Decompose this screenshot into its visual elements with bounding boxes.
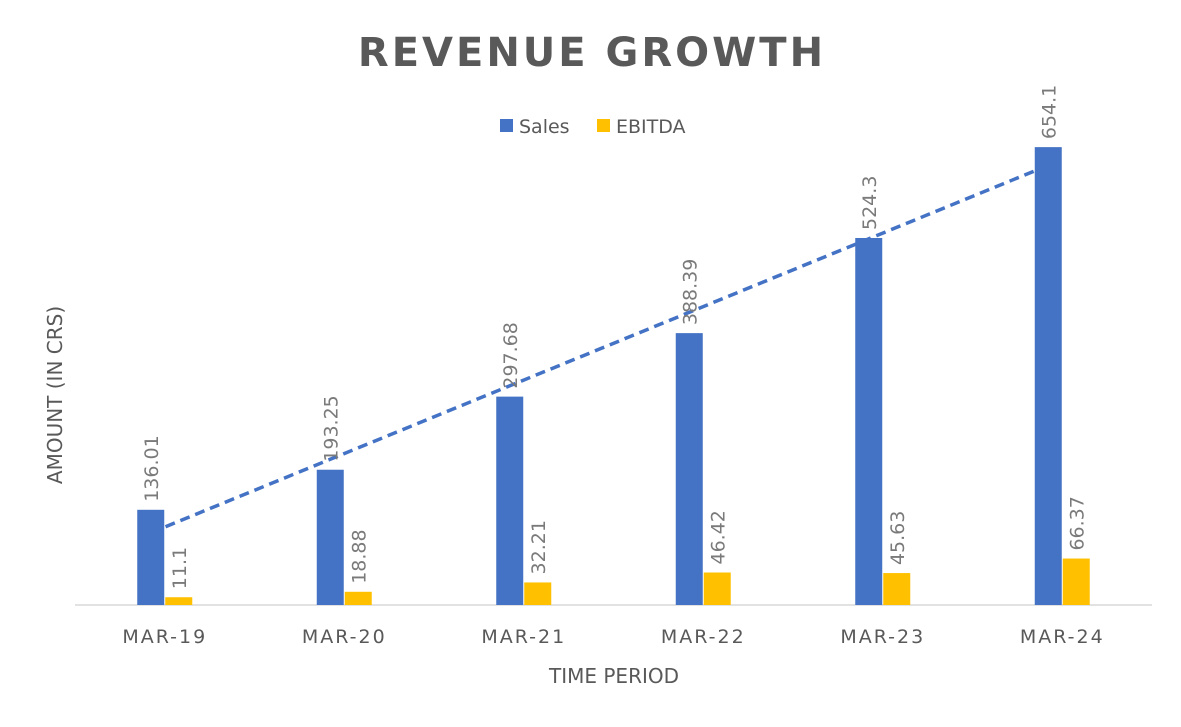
- ebitda-bar-mar-20: [344, 591, 372, 605]
- ebitda-bar-mar-24: [1062, 558, 1090, 605]
- ebitda-value-label-mar-19: 11.1: [169, 547, 191, 589]
- legend-sales-label: Sales: [519, 116, 570, 138]
- ebitda-bar-mar-19: [165, 597, 193, 605]
- sales-bar-mar-23: [855, 237, 883, 606]
- sales-bar-mar-24: [1034, 147, 1062, 605]
- sales-bar-mar-21: [496, 396, 524, 605]
- ebitda-value-label-mar-23: 45.63: [887, 511, 909, 565]
- legend-sales-swatch: [500, 119, 513, 132]
- ebitda-value-label-mar-20: 18.88: [348, 529, 370, 583]
- sales-value-label-mar-21: 297.68: [500, 322, 522, 388]
- legend-ebitda-swatch: [597, 119, 610, 132]
- x-tick-mar-21: MAR-21: [481, 626, 566, 648]
- sales-value-label-mar-22: 388.39: [679, 259, 701, 325]
- sales-bar-mar-20: [316, 469, 344, 605]
- x-tick-mar-19: MAR-19: [122, 626, 207, 648]
- ebitda-value-label-mar-22: 46.42: [707, 510, 729, 564]
- sales-bar-mar-22: [675, 333, 703, 605]
- ebitda-bar-mar-23: [883, 573, 911, 605]
- chart-title: REVENUE GROWTH: [358, 30, 826, 76]
- sales-value-label-mar-24: 654.1: [1038, 85, 1060, 139]
- x-tick-mar-20: MAR-20: [302, 626, 387, 648]
- x-tick-mar-22: MAR-22: [661, 626, 746, 648]
- sales-trendline: [150, 163, 1049, 535]
- ebitda-value-label-mar-24: 66.37: [1066, 496, 1088, 550]
- sales-value-label-mar-19: 136.01: [141, 435, 163, 501]
- data-labels: 136.01 11.1 193.25 18.88 297.68 32.21 388.39 46…: [141, 85, 1089, 590]
- bars: [137, 147, 1090, 606]
- x-tick-mar-23: MAR-23: [840, 626, 925, 648]
- sales-value-label-mar-23: 524.3: [859, 176, 881, 230]
- ebitda-bar-mar-22: [703, 572, 731, 605]
- ebitda-bar-mar-21: [524, 582, 552, 605]
- x-tick-labels: MAR-19 MAR-20 MAR-21 MAR-22 MAR-23 MAR-24: [122, 626, 1105, 648]
- sales-bar-mar-19: [137, 509, 165, 605]
- sales-value-label-mar-20: 193.25: [320, 395, 342, 461]
- y-axis-title: AMOUNT (IN CRS): [43, 306, 67, 484]
- x-tick-mar-24: MAR-24: [1020, 626, 1105, 648]
- ebitda-value-label-mar-21: 32.21: [528, 520, 550, 574]
- legend: Sales EBITDA: [500, 116, 686, 138]
- x-axis-title: TIME PERIOD: [548, 664, 679, 688]
- legend-ebitda-label: EBITDA: [616, 116, 686, 138]
